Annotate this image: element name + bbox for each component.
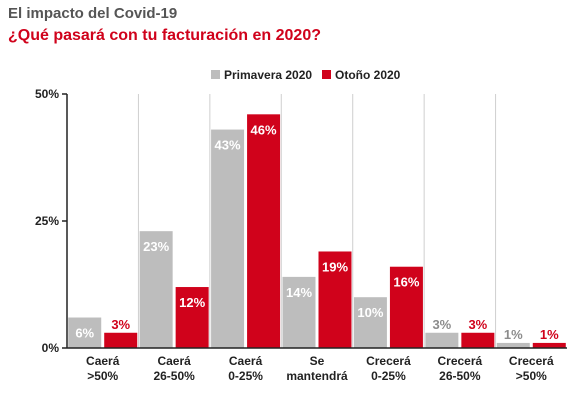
legend-label-otono: Otoño 2020 bbox=[335, 68, 401, 82]
bar-primavera-5 bbox=[425, 332, 459, 348]
bar-primavera-1 bbox=[139, 231, 173, 348]
bar-primavera-4 bbox=[353, 297, 387, 348]
data-label-primavera-5: 3% bbox=[432, 317, 451, 332]
data-label-otono-6: 1% bbox=[540, 327, 559, 342]
data-label-otono-0: 3% bbox=[111, 317, 130, 332]
data-label-primavera-0: 6% bbox=[75, 326, 94, 341]
data-label-otono-5: 3% bbox=[468, 317, 487, 332]
bar-otono-0 bbox=[104, 332, 138, 348]
x-tick-label: Crecerá 26-50% bbox=[438, 354, 483, 383]
bar-otono-1 bbox=[175, 287, 209, 348]
bar-primavera-6 bbox=[496, 342, 530, 348]
x-tick-label: Caerá >50% bbox=[86, 354, 120, 383]
bar-primavera-2 bbox=[211, 129, 245, 348]
legend-swatch-otono bbox=[322, 70, 331, 79]
data-label-otono-2: 46% bbox=[251, 122, 277, 137]
legend: Primavera 2020 Otoño 2020 bbox=[211, 68, 401, 82]
bar-otono-5 bbox=[461, 332, 495, 348]
data-label-otono-3: 19% bbox=[322, 259, 348, 274]
data-label-primavera-6: 1% bbox=[504, 327, 523, 342]
legend-label-primavera: Primavera 2020 bbox=[224, 68, 312, 82]
data-label-primavera-3: 14% bbox=[286, 285, 312, 300]
chart-title: ¿Qué pasará con tu facturación en 2020? bbox=[8, 27, 321, 44]
data-label-otono-4: 16% bbox=[393, 275, 419, 290]
x-tick-label: Caerá 26-50% bbox=[153, 354, 195, 383]
data-label-primavera-2: 43% bbox=[215, 138, 241, 153]
x-tick-label: Crecerá >50% bbox=[509, 354, 554, 383]
y-tick-label: 50% bbox=[35, 87, 59, 101]
y-tick-label: 0% bbox=[42, 341, 60, 355]
chart-supertitle: El impacto del Covid-19 bbox=[8, 5, 178, 22]
bar-otono-6 bbox=[532, 342, 566, 348]
bar-otono-2 bbox=[247, 114, 281, 348]
y-tick-label: 25% bbox=[35, 214, 59, 228]
bar-otono-4 bbox=[389, 266, 423, 348]
data-label-otono-1: 12% bbox=[179, 295, 205, 310]
x-tick-label: Se mantendrá bbox=[286, 354, 348, 383]
bar-otono-3 bbox=[318, 251, 352, 348]
bar-primavera-3 bbox=[282, 276, 316, 348]
x-tick-label: Caerá 0-25% bbox=[228, 354, 263, 383]
bar-primavera-0 bbox=[68, 317, 102, 348]
x-tick-label: Crecerá 0-25% bbox=[366, 354, 411, 383]
data-label-primavera-4: 10% bbox=[357, 305, 383, 320]
data-label-primavera-1: 23% bbox=[143, 239, 169, 254]
legend-swatch-primavera bbox=[211, 70, 220, 79]
